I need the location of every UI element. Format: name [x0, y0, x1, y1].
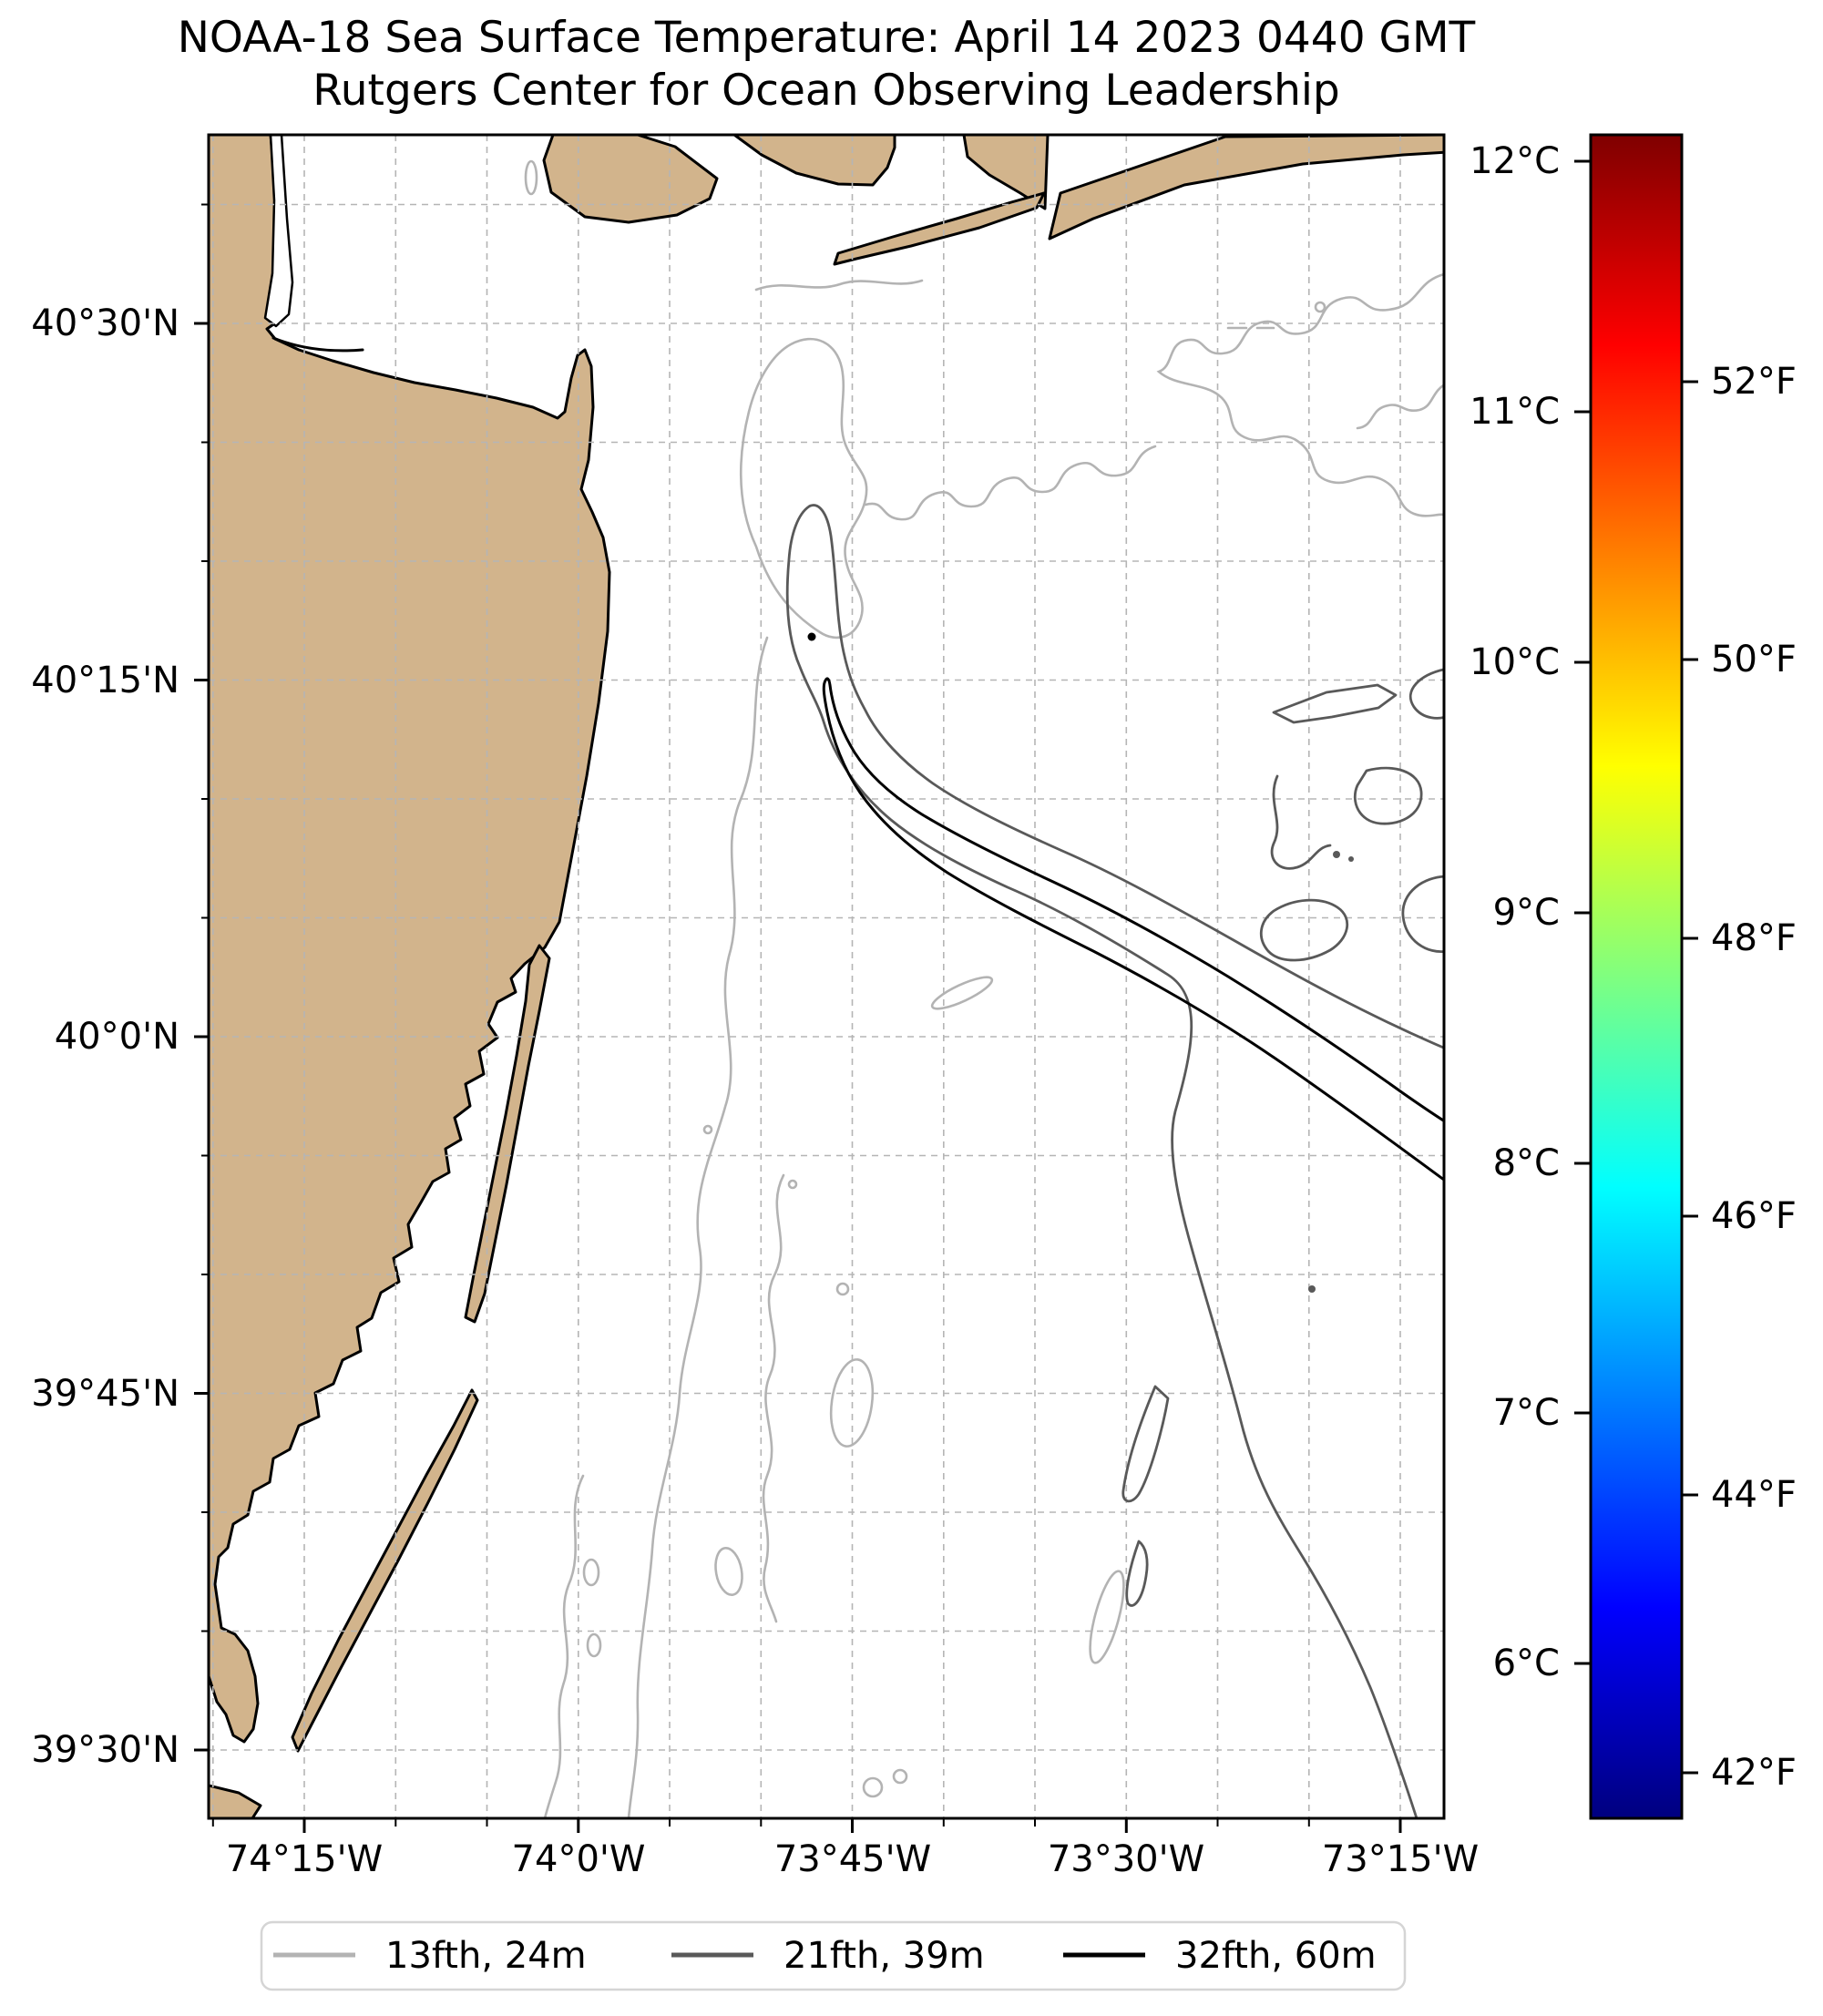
contour-13fth-harbor-squiggle — [754, 279, 924, 292]
contour-13fth-shelf-line — [627, 636, 769, 1818]
contour-13fth-oval-1 — [582, 1558, 600, 1587]
land-staten-island — [542, 135, 719, 224]
cbar-label-12C: 12°C — [1470, 140, 1560, 182]
contour-13fth-dot-4 — [702, 1124, 713, 1135]
contour-13fth-mud-dump-loop — [739, 337, 868, 640]
colorbar — [1589, 133, 1684, 1820]
land-group — [209, 135, 1444, 1818]
contour-13fth-dot-1 — [1314, 301, 1326, 313]
contour-13fth-ring-2 — [892, 1768, 908, 1785]
contour-13fth-upper-right-squiggle — [1156, 272, 1444, 517]
contour-32fth-group — [271, 336, 1444, 1182]
cbar-label-42F: 42°F — [1711, 1752, 1797, 1794]
contour-13fth-center-squiggle — [864, 445, 1157, 521]
colorbar-ticks — [1574, 159, 1698, 1775]
contour-13fth-bay-oval — [524, 159, 538, 196]
legend-label-32fth: 32fth, 60m — [1175, 1935, 1377, 1977]
land-long-island-west — [962, 135, 1050, 210]
y-minor-ticks — [201, 203, 209, 1632]
land-brooklyn-queens — [732, 135, 896, 187]
cbar-label-50F: 50°F — [1711, 639, 1797, 681]
contour-21fth-south-sliver-1 — [1121, 1385, 1170, 1503]
contour-21fth-shoal-blob-2 — [1260, 898, 1349, 962]
contour-32fth-raritan-channel — [271, 336, 364, 353]
axes-spines — [207, 133, 1446, 1820]
ytick-39-45N: 39°45'N — [31, 1373, 179, 1415]
contour-13fth-dot-3 — [787, 1179, 798, 1190]
cbar-label-6C: 6°C — [1492, 1642, 1560, 1684]
axes-ticks — [194, 203, 1402, 1833]
contour-13fth-oval-4 — [714, 1546, 743, 1597]
cbar-label-8C: 8°C — [1492, 1142, 1560, 1184]
x-minor-ticks — [211, 1818, 1310, 1827]
contour-13fth-ring-1 — [862, 1776, 884, 1798]
hudson-river-channel — [263, 135, 294, 328]
ytick-39-30N: 39°30'N — [31, 1729, 179, 1771]
y-major-ticks — [194, 322, 209, 1752]
cbar-label-7C: 7°C — [1492, 1392, 1560, 1434]
figure-subtitle: Rutgers Center for Ocean Observing Leade… — [312, 66, 1340, 116]
legend-label-13fth: 13fth, 24m — [385, 1935, 587, 1977]
contour-21fth-south-sliver-2 — [1125, 1540, 1149, 1607]
contour-32fth-hudson-shelf-valley — [822, 677, 1444, 1182]
contour-13fth-sliver-2 — [1089, 1570, 1125, 1664]
graticule-group — [209, 135, 1444, 1818]
land-new-jersey — [209, 135, 611, 1744]
legend-label-21fth: 21fth, 39m — [783, 1935, 985, 1977]
contour-21fth-shoal-blob-1 — [1353, 766, 1423, 825]
xtick-74-15W: 74°15'W — [225, 1838, 384, 1880]
contour-13fth-dot-2 — [835, 1282, 850, 1296]
legend-box — [260, 1920, 1407, 1991]
contour-13fth-oval-2 — [586, 1632, 602, 1658]
ytick-40-0N: 40°0'N — [54, 1016, 179, 1058]
cbar-label-9C: 9°C — [1492, 892, 1560, 934]
contour-13fth-upper-right-branch — [1356, 384, 1444, 430]
contour-13fth-bottom-left — [543, 1474, 585, 1818]
figure-title: NOAA-18 Sea Surface Temperature: April 1… — [177, 13, 1476, 63]
contour-21fth-dot-3 — [1308, 1285, 1316, 1293]
cbar-label-48F: 48°F — [1711, 917, 1797, 959]
contour-13fth-oval-3 — [829, 1358, 875, 1448]
contour-21fth-shoal-wiggle — [1270, 774, 1332, 870]
cbar-label-46F: 46°F — [1711, 1195, 1797, 1237]
contour-21fth-valley-outer — [785, 504, 1444, 1818]
xtick-73-30W: 73°30'W — [1047, 1838, 1205, 1880]
xtick-73-15W: 73°15'W — [1321, 1838, 1480, 1880]
colorbar-celsius-ticks — [1574, 159, 1591, 1665]
cbar-label-52F: 52°F — [1711, 361, 1797, 403]
contour-21fth-dot-2 — [1348, 856, 1354, 862]
contour-13fth-mid-cluster — [762, 1173, 785, 1623]
x-major-ticks — [302, 1818, 1402, 1833]
land-rockaway-spit — [833, 191, 1046, 266]
contour-21fth-group — [785, 504, 1444, 1818]
contour-21fth-shoal-edge-2 — [1401, 875, 1444, 954]
cbar-label-44F: 44°F — [1711, 1474, 1797, 1516]
land-long-beach-island — [291, 1388, 479, 1753]
contour-21fth-shoal-edge-1 — [1408, 668, 1444, 720]
land-cape-henlopen — [209, 1784, 262, 1818]
contour-32fth-dot — [807, 632, 816, 641]
ytick-40-30N: 40°30'N — [31, 302, 179, 344]
xtick-74-0W: 74°0'W — [511, 1838, 646, 1880]
colorbar-fahrenheit-ticks — [1682, 380, 1698, 1775]
xtick-73-45W: 73°45'W — [773, 1838, 932, 1880]
ytick-40-15N: 40°15'N — [31, 660, 179, 701]
contour-13fth-group — [524, 159, 1444, 1818]
cbar-label-11C: 11°C — [1470, 391, 1560, 433]
cbar-label-10C: 10°C — [1470, 641, 1560, 683]
contour-21fth-dot-1 — [1333, 851, 1340, 858]
contour-21fth-shoal-sliver-1 — [1272, 683, 1398, 724]
contour-13fth-sliver-1 — [930, 976, 994, 1010]
gridlines-vertical — [212, 135, 1401, 1818]
